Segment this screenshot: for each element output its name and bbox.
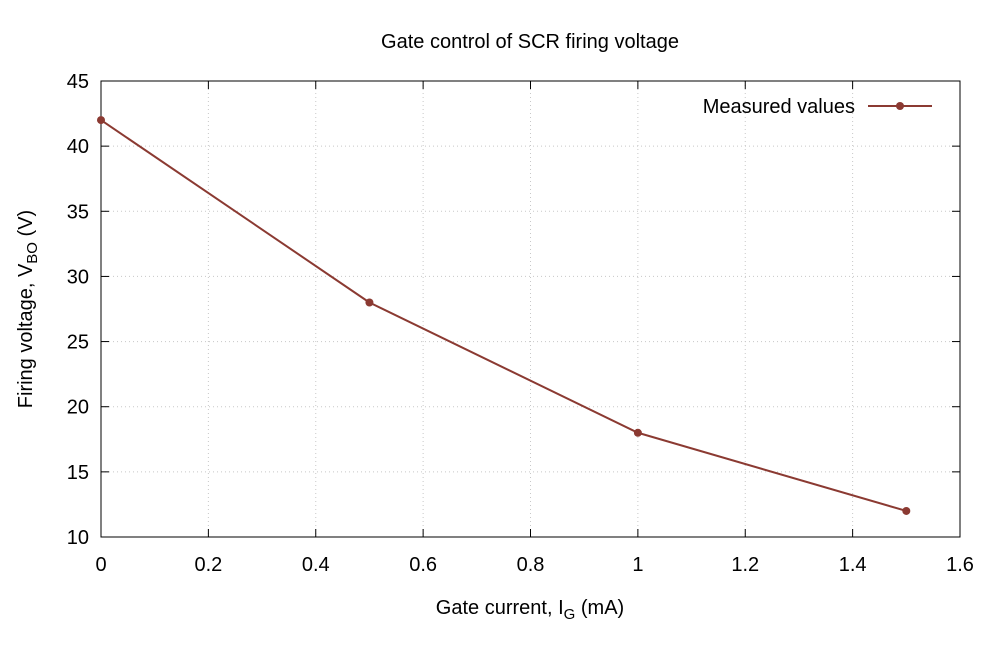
data-point [902, 506, 911, 515]
y-axis-title-unit: (V) [15, 210, 37, 242]
y-tick-label: 30 [67, 266, 89, 288]
grid-lines [101, 81, 960, 537]
x-axis-title-subscript: G [564, 606, 576, 623]
y-axis-title-subscript: BO [24, 242, 41, 264]
x-axis-title-main: Gate current, I [436, 597, 564, 619]
x-tick-label: 0.2 [194, 554, 222, 576]
legend-label: Measured values [703, 96, 855, 118]
x-tick-label: 1 [632, 554, 643, 576]
y-axis-title: Firing voltage, VBO (V) [15, 210, 41, 408]
x-tick-label: 1.2 [731, 554, 759, 576]
x-tick-label: 0.6 [409, 554, 437, 576]
series-line [100, 119, 907, 512]
data-point [633, 428, 642, 437]
y-axis-title-main: Firing voltage, V [15, 263, 37, 408]
x-tick-label: 0.4 [302, 554, 330, 576]
series-layer [97, 116, 911, 515]
data-point [97, 116, 105, 125]
x-tick-label: 1.6 [946, 554, 974, 576]
y-tick-label: 25 [67, 332, 89, 354]
y-tick-label: 35 [67, 201, 89, 223]
x-tick-label: 1.4 [839, 554, 867, 576]
y-tick-label: 45 [67, 71, 89, 93]
x-tick-labels: 0 0.2 0.4 0.6 0.8 1 1.2 1.4 1.6 [95, 554, 973, 576]
legend-swatch-marker [896, 102, 904, 110]
y-tick-label: 40 [67, 136, 89, 158]
y-tick-label: 10 [67, 527, 89, 549]
y-tick-label: 15 [67, 462, 89, 484]
chart-title: Gate control of SCR firing voltage [381, 31, 679, 53]
x-tick-label: 0 [95, 554, 106, 576]
y-tick-label: 20 [67, 397, 89, 419]
x-tick-label: 0.8 [517, 554, 545, 576]
axis-ticks [100, 80, 961, 538]
data-point [365, 298, 374, 307]
x-axis-title: Gate current, IG (mA) [436, 597, 624, 623]
x-axis-title-unit: (mA) [575, 597, 624, 619]
legend: Measured values [703, 96, 932, 118]
y-tick-labels: 10 15 20 25 30 35 40 45 [67, 71, 89, 549]
